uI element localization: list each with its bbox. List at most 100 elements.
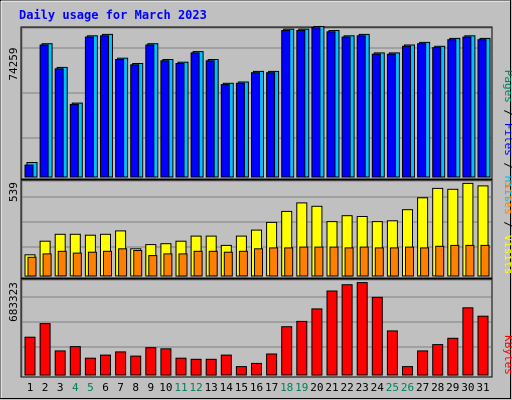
files-bar xyxy=(371,53,381,178)
kbytes-bar xyxy=(447,337,459,376)
sites-bar xyxy=(27,256,37,277)
x-tick-label: 9 xyxy=(147,381,154,394)
kbytes-bar xyxy=(402,366,413,376)
sites-bar xyxy=(57,250,67,277)
legend-series-label: Sites xyxy=(502,182,512,215)
x-tick-label: 3 xyxy=(57,381,64,394)
kbytes-bar xyxy=(341,284,353,376)
x-axis-labels: 1 2 3 4 5 6 7 8 9 10 11 12 13 14 15 16 17 18 19 20 21 22 23 24 2… xyxy=(27,381,490,394)
visits-sites-panel: 539 Sites / Visits xyxy=(7,179,512,279)
kbytes-bar xyxy=(432,344,444,376)
files-bar xyxy=(296,30,306,178)
files-bar xyxy=(130,64,140,178)
x-tick-label: 15 xyxy=(235,381,248,394)
x-tick-label: 27 xyxy=(416,381,429,394)
legend-separator: / xyxy=(502,215,512,235)
x-tick-label: 2 xyxy=(42,381,49,394)
x-tick-label: 4 xyxy=(72,381,79,394)
files-bar xyxy=(115,59,125,178)
kbytes-bar xyxy=(235,366,247,376)
files-bar xyxy=(251,72,260,178)
files-bar xyxy=(145,44,155,178)
sites-bar xyxy=(284,247,294,277)
x-tick-label: 30 xyxy=(461,381,474,394)
files-bar xyxy=(235,82,245,178)
x-tick-label: 17 xyxy=(265,381,278,394)
panel-border xyxy=(20,278,493,378)
kbytes-bar xyxy=(69,346,81,376)
x-tick-label: 24 xyxy=(371,381,385,394)
x-tick-label: 1 xyxy=(27,381,34,394)
sites-bar xyxy=(223,251,233,277)
kbytes-bar xyxy=(24,336,36,376)
files-bar xyxy=(281,30,291,178)
x-tick-label: 12 xyxy=(189,381,202,394)
sites-bar xyxy=(420,247,430,277)
chart-title: Daily usage for March 2023 xyxy=(19,8,207,22)
sites-bar xyxy=(359,246,369,277)
files-bar xyxy=(326,31,336,178)
kbytes-bar xyxy=(417,350,429,376)
files-bar xyxy=(356,35,366,178)
x-tick-label: 7 xyxy=(117,381,124,394)
x-tick-label: 19 xyxy=(295,381,308,394)
kbytes-bar xyxy=(386,330,398,376)
sites-bar xyxy=(465,244,475,277)
sites-bar xyxy=(118,248,128,277)
sites-bar xyxy=(405,246,414,277)
kbytes-bar xyxy=(39,323,51,376)
kbytes-bar xyxy=(356,282,368,376)
files-bar xyxy=(175,63,185,178)
kbytes-bar xyxy=(371,296,383,376)
sites-bar xyxy=(269,247,279,277)
kbytes-bar xyxy=(281,326,293,376)
files-bar xyxy=(402,45,411,178)
sites-bar xyxy=(163,253,173,277)
sites-bar xyxy=(87,251,97,277)
kbytes-bar xyxy=(145,347,157,376)
max-value-label: 539 xyxy=(7,182,20,202)
sites-bar xyxy=(103,250,112,277)
sites-bar xyxy=(329,246,339,277)
x-tick-label: 25 xyxy=(386,381,399,394)
files-bar xyxy=(24,164,34,178)
kbytes-bar xyxy=(175,357,187,376)
x-tick-label: 20 xyxy=(310,381,323,394)
x-tick-label: 28 xyxy=(431,381,444,394)
sites-bar xyxy=(374,247,384,277)
sites-bar xyxy=(238,250,248,277)
x-tick-label: 21 xyxy=(325,381,338,394)
legend-series-label: KBytes xyxy=(502,335,512,375)
x-tick-label: 14 xyxy=(220,381,234,394)
files-bar xyxy=(447,39,457,178)
legend-separator: / xyxy=(502,156,512,176)
kbytes-bar xyxy=(100,354,111,376)
sites-bar xyxy=(389,247,399,277)
x-tick-label: 29 xyxy=(446,381,459,394)
kbytes-bar xyxy=(54,350,66,376)
files-bar xyxy=(39,44,49,178)
files-bar xyxy=(84,36,94,178)
sites-bar xyxy=(193,250,203,277)
hits-files-panel: 74259 Pages / Files / Hits xyxy=(7,26,512,203)
files-bar xyxy=(100,35,109,178)
x-tick-label: 13 xyxy=(205,381,218,394)
kbytes-bar xyxy=(115,351,127,376)
max-value-label: 683323 xyxy=(7,282,20,322)
files-bar xyxy=(462,36,472,178)
x-tick-label: 18 xyxy=(280,381,293,394)
legend: Pages / Files / Hits xyxy=(502,70,512,203)
sites-bar xyxy=(254,248,263,277)
kbytes-bar xyxy=(220,354,232,376)
kbytes-panel: 683323 KBytes xyxy=(7,278,512,378)
sites-bar xyxy=(299,246,309,277)
sites-bar xyxy=(133,250,143,277)
legend-series-label: Pages xyxy=(502,70,512,103)
sites-bar xyxy=(450,244,460,277)
kbytes-bar xyxy=(462,307,474,376)
x-tick-label: 8 xyxy=(132,381,139,394)
x-tick-label: 11 xyxy=(174,381,187,394)
hits-files-bars xyxy=(24,26,491,178)
x-tick-label: 26 xyxy=(401,381,414,394)
